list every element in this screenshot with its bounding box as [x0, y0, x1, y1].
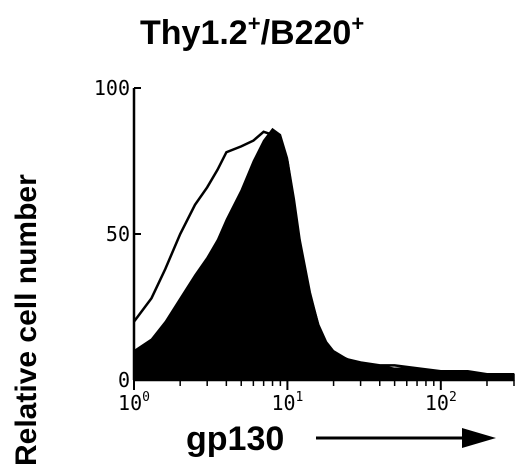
x-tick-label: 101 — [271, 390, 303, 415]
y-tick-label: 100 — [94, 76, 130, 100]
x-tick-label: 100 — [118, 390, 150, 415]
tick-labels: 0 50 100 100 101 102 — [94, 76, 457, 415]
title-base: Thy1.2 — [140, 14, 248, 52]
chart-title: Thy1.2+/B220+ — [140, 11, 364, 52]
x-tick-label: 102 — [425, 390, 457, 415]
title-sup-1: + — [248, 11, 261, 36]
y-axis-label: Relative cell number — [10, 174, 43, 466]
title-mid: /B220 — [261, 14, 352, 52]
axes — [132, 87, 515, 390]
series-outline — [132, 130, 514, 376]
series-filled-area — [133, 127, 515, 381]
y-tick-label: 50 — [106, 222, 130, 246]
title-sup-2: + — [351, 11, 364, 36]
series-layer — [132, 127, 515, 381]
right-arrow-icon — [316, 428, 496, 448]
x-axis-label: gp130 — [186, 420, 284, 458]
y-tick-label: 0 — [118, 368, 130, 392]
